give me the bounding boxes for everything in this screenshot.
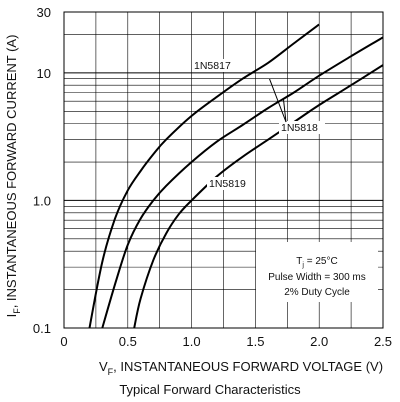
x-tick-label: 0 — [60, 334, 67, 349]
y-tick-label: 1.0 — [33, 193, 51, 208]
series-label-bg — [279, 121, 325, 134]
note-pulse-width: Pulse Width = 300 ms — [268, 272, 366, 283]
conditions-box — [256, 242, 378, 302]
x-tick-label: 2.5 — [374, 334, 392, 349]
y-tick-label: 30 — [37, 5, 51, 20]
curve-1n5819 — [133, 64, 384, 329]
y-tick-label: 10 — [37, 66, 51, 81]
data-curves — [88, 23, 384, 329]
x-tick-label: 0.5 — [119, 334, 137, 349]
x-tick-labels: 0 0.5 1.0 1.5 2.0 2.5 — [60, 334, 392, 349]
x-tick-label: 1.5 — [246, 334, 264, 349]
y-axis-label: IF, INSTANTANEOUS FORWARD CURRENT (A) — [4, 35, 22, 318]
series-label-1n5819: 1N5819 — [209, 178, 246, 190]
series-label-bg — [207, 177, 253, 190]
series-label-1n5817: 1N5817 — [194, 60, 231, 72]
series-label-bg — [192, 59, 238, 72]
note-junction-temp: Tj = 25°C — [296, 256, 337, 269]
leader-line — [268, 78, 287, 123]
x-axis-label: VF, INSTANTANEOUS FORWARD VOLTAGE (V) — [99, 359, 383, 377]
y-tick-labels: 0.1 1.0 10 30 — [33, 5, 51, 336]
curve-1n5818 — [101, 36, 384, 329]
x-tick-label: 1.0 — [183, 334, 201, 349]
y-tick-label: 0.1 — [33, 321, 51, 336]
note-duty-cycle: 2% Duty Cycle — [284, 287, 350, 298]
series-label-1n5818: 1N5818 — [281, 122, 318, 134]
curve-1n5817 — [88, 23, 320, 329]
chart-title: Typical Forward Characteristics — [119, 382, 301, 397]
x-tick-label: 2.0 — [310, 334, 328, 349]
series-callouts: 1N5817 1N5818 1N5819 — [192, 59, 325, 190]
plot-frame — [63, 11, 384, 329]
leader-line — [282, 99, 287, 123]
